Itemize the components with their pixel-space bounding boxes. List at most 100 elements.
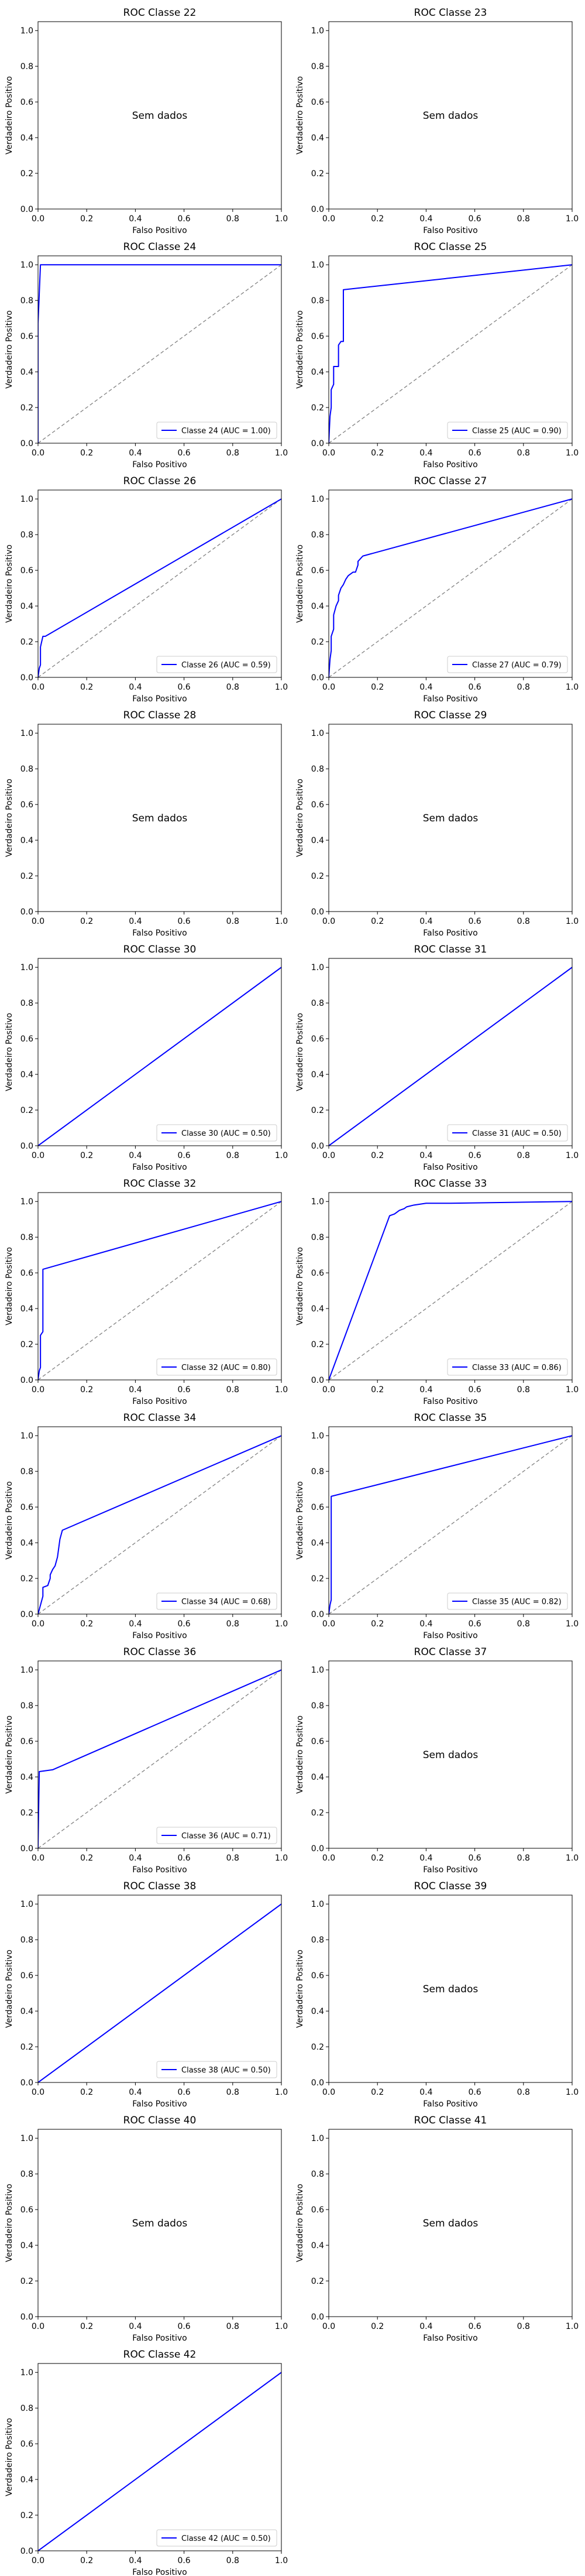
y-tick-label: 0.4 [311, 368, 324, 377]
x-tick-label: 0.2 [80, 917, 93, 926]
x-tick-label: 0.6 [468, 1151, 481, 1160]
x-tick-label: 1.0 [275, 1619, 288, 1629]
plot-frame [37, 1895, 282, 2083]
x-tick-label: 0.6 [177, 448, 190, 458]
y-tick-label: 1.0 [20, 1900, 33, 1909]
x-tick-label: 0.2 [80, 683, 93, 692]
no-data-text: Sem dados [132, 110, 188, 122]
plot-frame [37, 1192, 282, 1381]
y-axis-label: Verdadeiro Positivo [295, 779, 305, 857]
x-tick-label: 0.8 [226, 2322, 239, 2331]
subplot-11: ROC Classe 33 0.0 0.2 0.4 0.6 0.8 1.0 0.0 0.2 0.4… [295, 1178, 579, 1406]
y-tick-label: 1.0 [20, 963, 33, 972]
x-tick-label: 0.4 [129, 214, 142, 224]
subplot-20: ROC Classe 42 0.0 0.2 0.4 0.6 0.8 1.0 0.0 0.2 0.4… [5, 2349, 288, 2576]
subplot-title: ROC Classe 27 [414, 475, 487, 487]
y-tick-label: 0.0 [20, 907, 33, 917]
subplot-title: ROC Classe 29 [414, 710, 487, 721]
y-tick-label: 1.0 [20, 729, 33, 738]
y-tick-label: 0.4 [20, 836, 33, 845]
x-tick-label: 1.0 [566, 448, 579, 458]
x-tick-label: 0.0 [322, 214, 335, 224]
subplot-1: ROC Classe 23 Sem dados 0.0 0.2 0.4 0.6 0.8 1.0… [295, 7, 579, 235]
x-axis-label: Falso Positivo [423, 2334, 477, 2343]
x-tick-label: 0.4 [129, 1385, 142, 1395]
x-tick-label: 1.0 [275, 1854, 288, 1863]
x-tick-label: 0.4 [419, 1385, 432, 1395]
roc-curve [329, 1201, 572, 1380]
legend: Classe 25 (AUC = 0.90) [447, 422, 568, 439]
x-tick-label: 0.6 [468, 2088, 481, 2097]
y-tick-label: 0.8 [311, 296, 324, 306]
x-tick-label: 0.6 [177, 683, 190, 692]
roc-curve [38, 498, 281, 677]
y-tick-label: 0.2 [20, 2511, 33, 2520]
subplot-title: ROC Classe 35 [414, 1412, 487, 1424]
y-axis-label: Verdadeiro Positivo [5, 2418, 14, 2496]
legend-label: Classe 33 (AUC = 0.86) [472, 1364, 562, 1372]
plot-frame [37, 21, 282, 210]
roc-curve [329, 264, 572, 443]
x-tick-label: 1.0 [566, 1619, 579, 1629]
x-tick-label: 0.6 [177, 1151, 190, 1160]
x-tick-label: 1.0 [566, 1854, 579, 1863]
x-tick-label: 0.2 [80, 2322, 93, 2331]
x-tick-label: 0.4 [419, 214, 432, 224]
x-tick-label: 0.6 [468, 1854, 481, 1863]
y-tick-label: 1.0 [311, 729, 324, 738]
legend-box [447, 422, 568, 439]
plot-frame [328, 255, 573, 444]
x-tick-label: 0.2 [80, 448, 93, 458]
y-tick-label: 0.2 [20, 2043, 33, 2052]
legend: Classe 42 (AUC = 0.50) [156, 2529, 277, 2547]
roc-curve [38, 2372, 281, 2551]
x-tick-label: 0.8 [226, 1854, 239, 1863]
y-tick-label: 0.4 [20, 1539, 33, 1548]
legend-label: Classe 26 (AUC = 0.59) [181, 661, 271, 670]
y-tick-label: 1.0 [311, 1666, 324, 1675]
y-tick-label: 0.0 [311, 1142, 324, 1151]
y-tick-label: 0.4 [20, 602, 33, 611]
y-tick-label: 0.6 [20, 2205, 33, 2215]
x-tick-label: 0.8 [226, 683, 239, 692]
y-tick-label: 0.8 [311, 1701, 324, 1711]
y-tick-label: 0.8 [311, 765, 324, 774]
x-tick-label: 0.4 [129, 1619, 142, 1629]
x-tick-label: 0.8 [517, 917, 530, 926]
y-tick-label: 0.8 [20, 765, 33, 774]
y-axis-label: Verdadeiro Positivo [5, 1950, 14, 2028]
y-tick-label: 0.2 [20, 638, 33, 647]
no-data-text: Sem dados [423, 110, 479, 122]
no-data-text: Sem dados [423, 1984, 479, 1995]
chance-diagonal [329, 498, 572, 677]
legend-box [447, 656, 568, 673]
x-tick-label: 0.0 [32, 917, 44, 926]
y-tick-label: 0.4 [311, 1070, 324, 1080]
subplot-7: ROC Classe 29 Sem dados 0.0 0.2 0.4 0.6 0.8 1.0… [295, 710, 579, 938]
x-tick-label: 0.8 [226, 2088, 239, 2097]
y-tick-label: 0.8 [311, 1936, 324, 1945]
legend-box [156, 1124, 277, 1142]
roc-curve [329, 1435, 572, 1614]
x-tick-label: 0.0 [322, 1385, 335, 1395]
chance-diagonal [329, 264, 572, 443]
plot-frame [37, 1660, 282, 1849]
subplot-title: ROC Classe 41 [414, 2115, 487, 2126]
y-axis-label: Verdadeiro Positivo [295, 544, 305, 623]
y-tick-label: 0.2 [311, 169, 324, 179]
y-tick-label: 0.6 [20, 1503, 33, 1512]
y-tick-label: 0.0 [311, 1844, 324, 1854]
plot-frame [37, 958, 282, 1146]
x-tick-label: 0.8 [517, 1619, 530, 1629]
y-tick-label: 0.6 [20, 1269, 33, 1278]
legend: Classe 34 (AUC = 0.68) [156, 1592, 277, 1610]
x-tick-label: 0.4 [419, 1619, 432, 1629]
y-axis-label: Verdadeiro Positivo [5, 779, 14, 857]
y-tick-label: 0.4 [311, 1773, 324, 1782]
y-tick-label: 0.8 [311, 2170, 324, 2179]
subplot-title: ROC Classe 33 [414, 1178, 487, 1190]
x-tick-label: 0.2 [80, 1151, 93, 1160]
y-tick-label: 0.8 [20, 999, 33, 1008]
x-axis-label: Falso Positivo [423, 1865, 477, 1875]
